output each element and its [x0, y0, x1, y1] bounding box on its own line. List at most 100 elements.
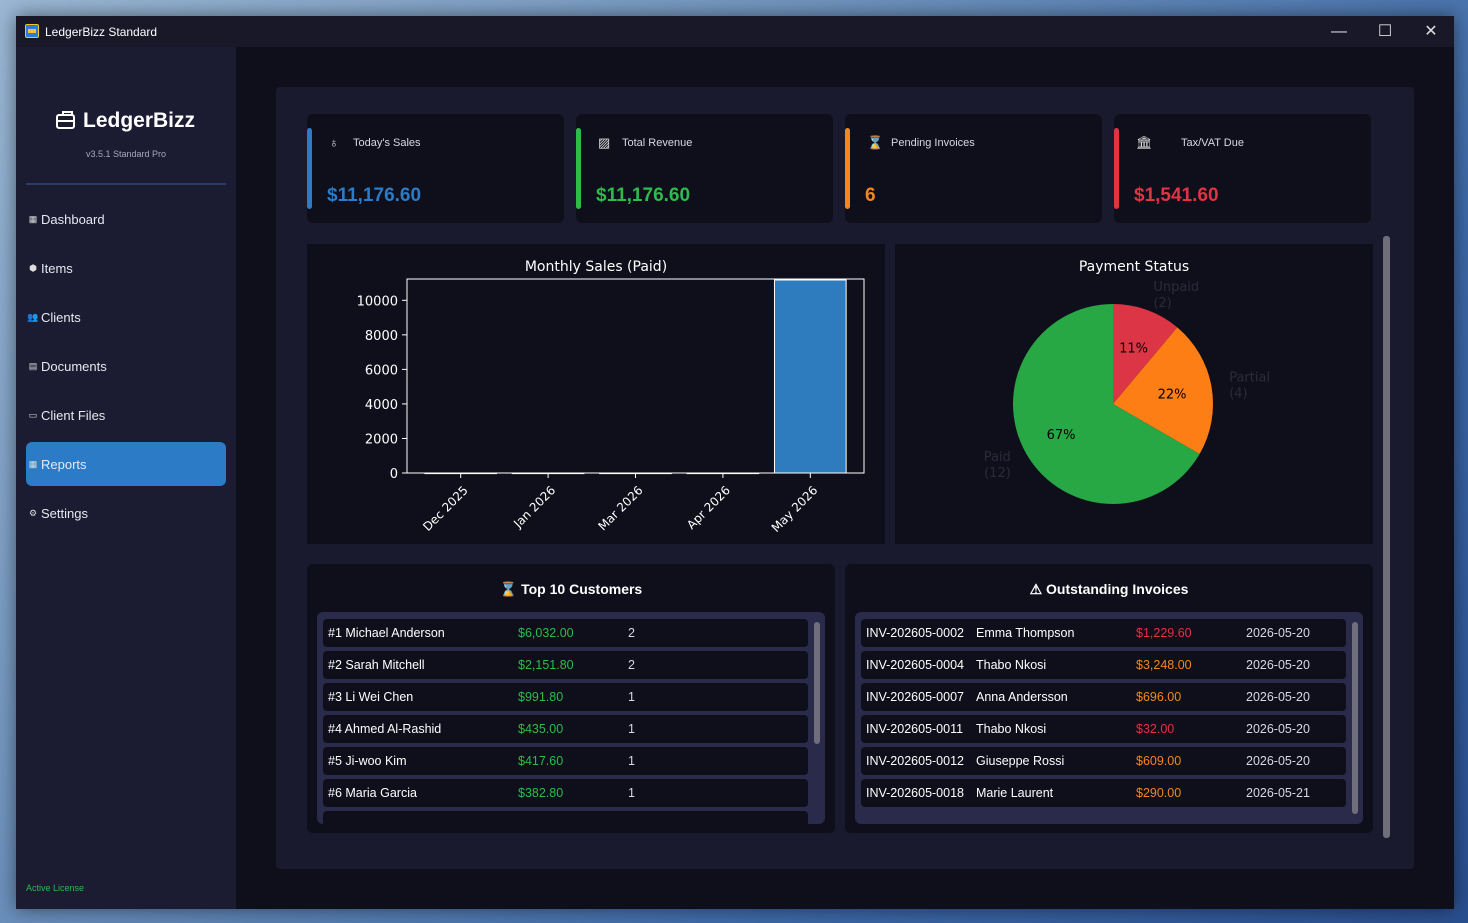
bar — [773, 279, 847, 474]
customer-invoice-count: 1 — [628, 722, 635, 736]
users-icon: 👥 — [27, 311, 39, 322]
sidebar-item-reports[interactable]: ▦ Reports — [26, 442, 226, 486]
table-row[interactable]: #3 Li Wei Chen $991.80 1 — [323, 683, 808, 711]
pie-slice — [1013, 304, 1200, 504]
sidebar: LedgerBizz v3.5.1 Standard Pro ▦ Dashboar… — [16, 47, 236, 909]
invoice-date: 2026-05-20 — [1246, 690, 1310, 704]
card-value: $11,176.60 — [327, 185, 422, 206]
table-row[interactable]: #2 Sarah Mitchell $2,151.80 2 — [323, 651, 808, 679]
invoices-scrollbar[interactable] — [1352, 622, 1358, 814]
table-row[interactable]: INV-202605-0012 Giuseppe Rossi $609.00 2026… — [861, 747, 1346, 775]
card-accent-bar — [576, 128, 581, 209]
maximize-button[interactable]: ☐ — [1377, 23, 1393, 40]
title-bar: LedgerBizz Standard — ☐ ✕ — [16, 16, 1454, 47]
table-row[interactable] — [323, 811, 808, 824]
bank-icon: 🏛 — [1136, 135, 1153, 150]
customers-scrollbar[interactable] — [814, 622, 820, 744]
card-label: Pending Invoices — [891, 137, 975, 149]
customer-amount: $6,032.00 — [518, 626, 574, 640]
invoice-amount: $696.00 — [1136, 690, 1182, 704]
sidebar-item-items[interactable]: ⬢ Items — [26, 246, 226, 290]
reports-panel: ♁ Today's Sales $11,176.60 ▨ Total Revenue $1… — [276, 87, 1414, 869]
invoice-amount: $290.00 — [1136, 786, 1182, 800]
card-accent-bar — [307, 128, 312, 209]
invoice-date: 2026-05-20 — [1246, 626, 1310, 640]
pie-chart-svg: 11% Unpaid(2) 22% Partial(4) 67% Paid(12) — [984, 280, 1270, 504]
sidebar-item-dashboard[interactable]: ▦ Dashboard — [26, 197, 226, 241]
table-row[interactable]: INV-202605-0011 Thabo Nkosi $32.00 2026-05-… — [861, 715, 1346, 743]
table-row[interactable]: INV-202605-0002 Emma Thompson $1,229.60 202… — [861, 619, 1346, 647]
app-icon — [25, 24, 39, 38]
customer-name: #3 Li Wei Chen — [328, 690, 414, 704]
outstanding-invoices-panel: ⚠ Outstanding Invoices INV-202605-0002 Em… — [845, 564, 1373, 833]
table-row[interactable]: INV-202605-0004 Thabo Nkosi $3,248.00 2026-… — [861, 651, 1346, 679]
summary-card: ⌛ Pending Invoices 6 — [845, 114, 1102, 223]
card-value: $11,176.60 — [596, 185, 691, 206]
invoice-number: INV-202605-0011 — [866, 722, 964, 736]
x-tick-label: May 2026 — [769, 483, 821, 535]
card-label: Today's Sales — [353, 137, 421, 149]
table-row[interactable]: #4 Ahmed Al-Rashid $435.00 1 — [323, 715, 808, 743]
summary-card: ▨ Total Revenue $11,176.60 — [576, 114, 833, 223]
table-row[interactable]: #6 Maria Garcia $382.80 1 — [323, 779, 808, 807]
summary-card: 🏛 Tax/VAT Due $1,541.60 — [1114, 114, 1371, 223]
briefcase-icon — [56, 110, 75, 129]
y-tick-label: 8000 — [365, 329, 398, 344]
pie-slice-label: (2) — [1153, 296, 1171, 311]
top-customers-title: ⌛ Top 10 Customers — [499, 581, 643, 597]
trophy-icon: ⌛ — [499, 581, 518, 597]
sidebar-item-settings[interactable]: ⚙ Settings — [26, 491, 226, 535]
invoice-client: Marie Laurent — [976, 786, 1054, 800]
customer-name: #5 Ji-woo Kim — [328, 754, 407, 768]
y-tick-label: 2000 — [365, 432, 398, 447]
x-tick-label: Dec 2025 — [420, 483, 471, 534]
x-tick-label: Apr 2026 — [684, 483, 733, 532]
hourglass-icon: ⌛ — [867, 135, 884, 150]
invoice-amount: $609.00 — [1136, 754, 1182, 768]
box-icon: ⬢ — [29, 262, 37, 273]
sidebar-item-documents[interactable]: ▤ Documents — [26, 344, 226, 388]
sidebar-item-client-files[interactable]: ▭ Client Files — [26, 393, 226, 437]
card-accent-bar — [845, 128, 850, 209]
customer-invoice-count: 2 — [628, 626, 635, 640]
invoice-client: Emma Thompson — [976, 626, 1075, 640]
pie-slice-label: (12) — [984, 466, 1011, 481]
app-logo: LedgerBizz — [56, 109, 195, 133]
sidebar-item-label: Clients — [41, 309, 81, 325]
customer-invoice-count: 2 — [628, 658, 635, 672]
document-icon: ▤ — [28, 360, 38, 371]
card-accent-bar — [1114, 128, 1119, 209]
version-label: v3.5.1 Standard Pro — [85, 149, 167, 159]
summary-card: ♁ Today's Sales $11,176.60 — [307, 114, 564, 223]
pie-slice-label: Unpaid — [1153, 280, 1199, 295]
invoice-number: INV-202605-0018 — [866, 786, 964, 800]
pie-pct-label: 11% — [1119, 342, 1148, 357]
pie-slice-label: (4) — [1229, 387, 1247, 402]
x-tick-label: Jan 2026 — [510, 483, 558, 531]
sidebar-item-label: Documents — [41, 358, 107, 374]
table-row[interactable]: INV-202605-0007 Anna Andersson $696.00 2026… — [861, 683, 1346, 711]
pie-slice — [1113, 304, 1178, 404]
y-tick-label: 0 — [390, 467, 398, 482]
sidebar-item-clients[interactable]: 👥 Clients — [26, 295, 226, 339]
minimize-button[interactable]: — — [1331, 23, 1347, 40]
warning-icon: ⚠ — [1029, 581, 1043, 597]
customer-name: #2 Sarah Mitchell — [328, 658, 425, 672]
gear-icon: ⚙ — [28, 507, 38, 518]
pie-slice-label: Partial — [1229, 371, 1270, 386]
table-row[interactable]: INV-202605-0018 Marie Laurent $290.00 2026-… — [861, 779, 1346, 807]
customer-amount: $2,151.80 — [518, 658, 574, 672]
pie-pct-label: 67% — [1047, 428, 1076, 443]
table-row[interactable]: #1 Michael Anderson $6,032.00 2 — [323, 619, 808, 647]
close-button[interactable]: ✕ — [1424, 23, 1438, 40]
customer-name: #6 Maria Garcia — [328, 786, 417, 800]
window-title: LedgerBizz Standard — [45, 25, 158, 39]
customer-invoice-count: 1 — [628, 690, 635, 704]
invoice-number: INV-202605-0002 — [866, 626, 964, 640]
sidebar-item-label: Dashboard — [41, 211, 105, 227]
invoice-amount: $3,248.00 — [1136, 658, 1192, 672]
chart-title: Monthly Sales (Paid) — [524, 259, 668, 275]
main-scrollbar[interactable] — [1383, 236, 1390, 838]
table-row[interactable]: #5 Ji-woo Kim $417.60 1 — [323, 747, 808, 775]
invoice-date: 2026-05-20 — [1246, 754, 1310, 768]
